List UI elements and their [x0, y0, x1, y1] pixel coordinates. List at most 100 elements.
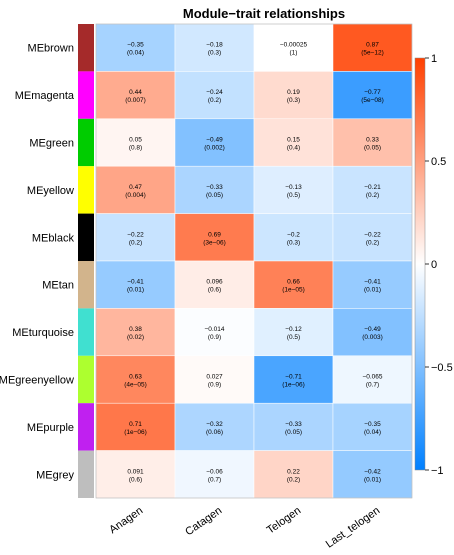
heatmap-cell — [174, 165, 255, 214]
cell-pvalue-label: (0.5) — [287, 334, 300, 341]
cell-correlation-label: −0.21 — [364, 184, 381, 191]
row-label: MEblack — [32, 232, 75, 244]
heatmap-cell — [95, 260, 176, 309]
cell-correlation-label: −0.00025 — [280, 42, 308, 49]
cell-correlation-label: −0.18 — [206, 42, 223, 49]
cell-correlation-label: 0.47 — [129, 184, 142, 191]
cell-pvalue-label: (0.007) — [125, 97, 146, 104]
cell-pvalue-label: (0.3) — [287, 97, 300, 104]
cell-pvalue-label: (0.4) — [287, 145, 300, 152]
heatmap-cell — [253, 308, 334, 357]
cell-correlation-label: −0.065 — [362, 374, 382, 381]
cell-pvalue-label: (0.9) — [208, 382, 221, 389]
cell-correlation-label: −0.014 — [204, 326, 224, 333]
heatmap-cell — [174, 260, 255, 309]
cell-correlation-label: 0.091 — [127, 468, 144, 475]
heatmap-cell — [253, 260, 334, 309]
cell-pvalue-label: (0.8) — [129, 145, 142, 152]
legend-tick-label: 0.5 — [431, 156, 446, 168]
heatmap-border — [95, 23, 413, 499]
cell-pvalue-label: (0.2) — [287, 476, 300, 483]
heatmap-cell — [174, 71, 255, 120]
module-color-swatch — [78, 213, 94, 261]
cell-correlation-label: −0.41 — [364, 279, 381, 286]
cell-correlation-label: −0.12 — [285, 326, 302, 333]
cell-correlation-label: 0.38 — [129, 326, 142, 333]
cell-correlation-label: −0.49 — [364, 326, 381, 333]
row-label: MEgreenyellow — [0, 375, 74, 387]
cell-correlation-label: −0.22 — [364, 231, 381, 238]
row-labels: MEbrown MEmagenta MEgreen MEyellow MEblack ME… — [0, 43, 75, 482]
cell-pvalue-label: (0.7) — [366, 382, 379, 389]
module-color-swatch — [78, 71, 94, 119]
cell-correlation-label: −0.42 — [364, 468, 381, 475]
cell-pvalue-label: (0.04) — [127, 50, 144, 57]
module-color-swatch — [78, 118, 94, 167]
cell-pvalue-label: (0.5) — [287, 192, 300, 199]
row-label: MEyellow — [27, 185, 74, 197]
cell-pvalue-label: (5e−12) — [361, 50, 384, 57]
cell-correlation-label: −0.41 — [127, 279, 144, 286]
cell-correlation-label: 0.87 — [366, 42, 379, 49]
cell-pvalue-label: (0.004) — [125, 192, 146, 199]
cell-pvalue-label: (1e−05) — [282, 287, 305, 294]
row-label: MEmagenta — [15, 90, 75, 102]
cell-pvalue-label: (0.04) — [364, 429, 381, 436]
cell-correlation-label: −0.2 — [287, 231, 300, 238]
row-label: MEpurple — [27, 422, 74, 434]
heatmap-cell — [174, 118, 255, 167]
cell-pvalue-label: (0.9) — [208, 334, 221, 341]
chart-title: Module−trait relationships — [183, 6, 345, 21]
heatmap-cell — [332, 213, 413, 262]
heatmap-cell — [253, 165, 334, 214]
cell-pvalue-label: (1e−06) — [124, 429, 147, 436]
cell-correlation-label: 0.22 — [287, 468, 300, 475]
heatmap-cells: −0.35(0.04)−0.18(0.3)−0.00025(1)0.87(5e−… — [95, 23, 413, 499]
heatmap-cell — [332, 308, 413, 357]
cell-pvalue-label: (0.05) — [206, 192, 223, 199]
cell-correlation-label: 0.44 — [129, 89, 142, 96]
cell-pvalue-label: (0.05) — [285, 429, 302, 436]
cell-pvalue-label: (1) — [290, 50, 298, 57]
color-scale-legend: 1 0.5 0 −0.5 −1 — [414, 53, 453, 477]
cell-correlation-label: 0.71 — [129, 421, 142, 428]
cell-pvalue-label: (0.01) — [364, 476, 381, 483]
cell-correlation-label: 0.19 — [287, 89, 300, 96]
cell-correlation-label: −0.77 — [364, 89, 381, 96]
heatmap-cell — [253, 355, 334, 404]
cell-correlation-label: 0.66 — [287, 279, 300, 286]
heatmap-cell — [253, 402, 334, 451]
heatmap-cell — [332, 71, 413, 120]
module-color-swatch — [78, 308, 94, 356]
cell-correlation-label: −0.33 — [206, 184, 223, 191]
cell-pvalue-label: (3e−06) — [203, 239, 226, 246]
cell-pvalue-label: (0.7) — [208, 476, 221, 483]
cell-pvalue-label: (0.01) — [127, 287, 144, 294]
heatmap-cell — [253, 213, 334, 262]
cell-correlation-label: −0.32 — [206, 421, 223, 428]
cell-pvalue-label: (0.6) — [208, 287, 221, 294]
cell-correlation-label: −0.06 — [206, 468, 223, 475]
cell-correlation-label: −0.49 — [206, 137, 223, 144]
column-label: Catagen — [183, 505, 224, 539]
cell-pvalue-label: (0.01) — [364, 287, 381, 294]
column-label: Anagen — [107, 505, 145, 537]
heatmap-cell — [332, 118, 413, 167]
heatmap-cell — [95, 165, 176, 214]
cell-pvalue-label: (0.3) — [287, 239, 300, 246]
cell-pvalue-label: (0.06) — [206, 429, 223, 436]
heatmap-cell — [332, 23, 413, 72]
heatmap-cell — [95, 23, 176, 72]
cell-correlation-label: −0.24 — [206, 89, 223, 96]
heatmap-cell — [332, 165, 413, 214]
cell-correlation-label: 0.63 — [129, 374, 142, 381]
heatmap-cell — [253, 450, 334, 499]
cell-correlation-label: −0.35 — [364, 421, 381, 428]
heatmap-cell — [174, 450, 255, 499]
cell-pvalue-label: (0.2) — [366, 192, 379, 199]
module-color-strip — [78, 24, 94, 498]
column-labels: Anagen Catagen Telogen Last_telogen — [107, 505, 382, 551]
row-label: MEbrown — [28, 43, 74, 55]
legend-tick-label: −1 — [431, 465, 444, 477]
